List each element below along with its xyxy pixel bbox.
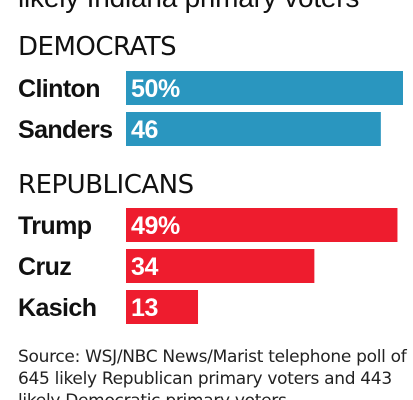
data-label-kasich: 13: [131, 294, 158, 322]
bar-sanders: [126, 112, 381, 146]
chart-subtitle: likely Indiana primary voters: [18, 0, 359, 12]
category-label-sanders: Sanders: [18, 116, 112, 144]
category-label-clinton: Clinton: [18, 75, 100, 103]
category-label-cruz: Cruz: [18, 253, 71, 281]
data-label-sanders: 46: [131, 116, 158, 144]
bar-trump: [126, 208, 398, 242]
bar-chart: Clinton 50% Sanders 46 Trump 49% Cruz 34 Kasich 1…: [18, 71, 403, 324]
category-label-trump: Trump: [18, 212, 92, 240]
category-label-kasich: Kasich: [18, 294, 96, 322]
bar-cruz: [126, 249, 315, 283]
data-label-trump: 49%: [131, 212, 180, 240]
data-label-cruz: 34: [131, 253, 159, 281]
democrats-heading: DEMOCRATS: [18, 32, 177, 62]
republicans-heading: REPUBLICANS: [18, 170, 194, 200]
bar-clinton: [126, 71, 403, 105]
source-note: Source: WSJ/NBC News/Marist telephone po…: [18, 347, 407, 400]
data-label-clinton: 50%: [131, 75, 180, 103]
bar-kasich: [126, 290, 199, 324]
